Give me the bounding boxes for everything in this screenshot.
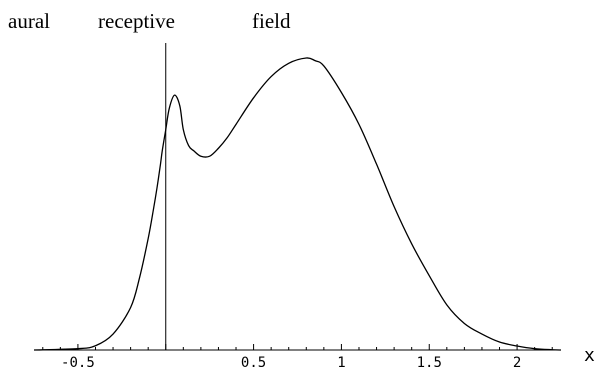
x-tick-label: 0.5	[241, 355, 266, 371]
title-word-3: field	[252, 9, 291, 33]
x-tick-label: 2	[513, 355, 521, 371]
series-line	[33, 57, 562, 351]
x-ticks: -0.5 0.5 1 1.5 2	[42, 344, 553, 371]
title-word-1: aural	[8, 9, 50, 33]
chart-title: aural receptive field	[8, 9, 291, 33]
plot-area	[33, 57, 562, 351]
x-tick-label: 1.5	[417, 355, 442, 371]
x-axis-label: x	[584, 345, 595, 366]
x-tick-label: 1	[337, 355, 345, 371]
title-word-2: receptive	[98, 9, 175, 33]
axes	[34, 43, 561, 351]
x-tick-label: -0.5	[61, 355, 95, 371]
